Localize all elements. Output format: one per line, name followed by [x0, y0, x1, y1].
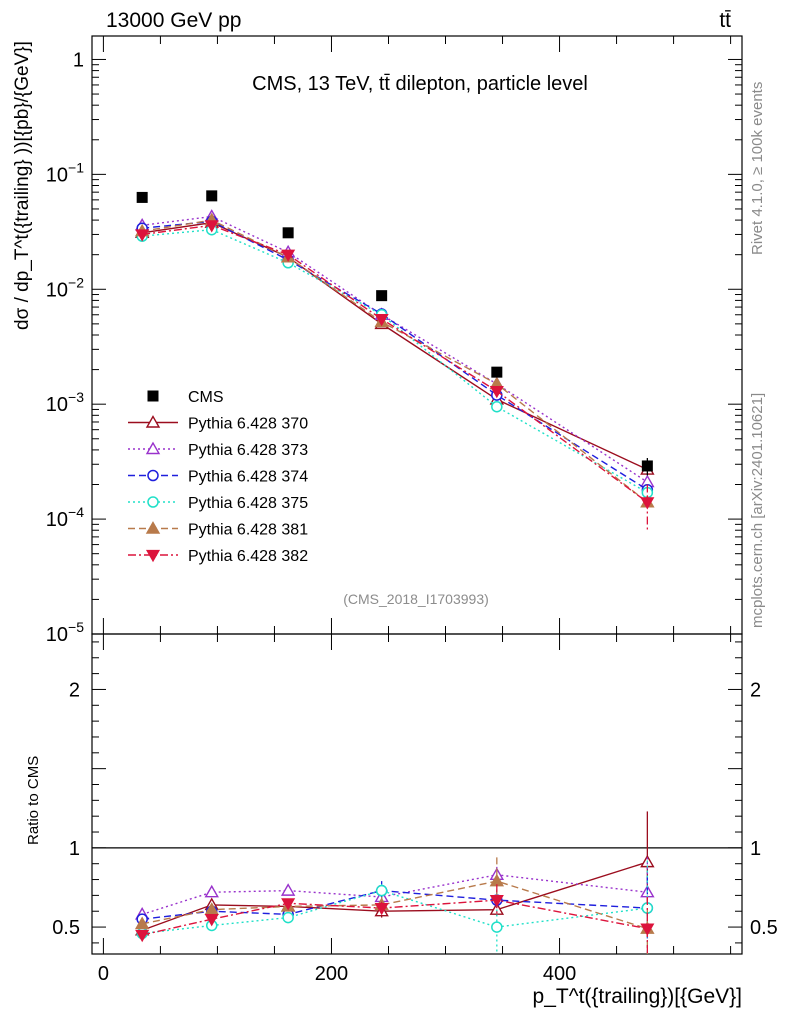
series-line — [142, 215, 648, 483]
legend-label: CMS — [188, 389, 224, 406]
data-point — [491, 366, 503, 378]
ratio-y-tick-label-right: 2 — [750, 679, 761, 701]
x-axis-label: p_T^t({trailing})[{GeV}] — [533, 985, 742, 1008]
series-cms — [136, 190, 653, 476]
header-right: tt̄ — [719, 9, 731, 32]
data-point — [376, 290, 388, 302]
data-point — [136, 191, 148, 203]
ratio-line — [142, 880, 648, 930]
x-tick-label: 0 — [98, 963, 109, 985]
data-point — [204, 220, 219, 233]
data-point — [489, 385, 504, 399]
y-tick-label: 10−4 — [46, 504, 84, 531]
legend-marker — [145, 415, 161, 428]
series-pythia-6-428-381 — [134, 212, 655, 508]
ratio-point — [282, 911, 294, 924]
ratio-line — [142, 899, 648, 936]
legend-label: Pythia 6.428 381 — [188, 522, 308, 539]
ratio-pythia-6-428-375 — [136, 860, 654, 954]
legend-label: Pythia 6.428 382 — [188, 548, 308, 565]
ratio-y-tick-label-right: 1 — [750, 838, 761, 860]
main-x-ticks — [102, 36, 732, 634]
legend-item: Pythia 6.428 370 — [128, 415, 308, 433]
ratio-y-axis: 0.5 0.5 1 1 2 2 — [52, 641, 778, 944]
mcplots-label: mcplots.cern.ch [arXiv:2401.10621] — [749, 393, 766, 628]
ratio-y-tick-label-right: 0.5 — [750, 917, 778, 939]
legend-marker — [145, 441, 161, 455]
ratio-line — [141, 874, 648, 916]
ratio-point — [375, 884, 388, 897]
legend-label: Pythia 6.428 373 — [188, 442, 308, 459]
chart-watermark: (CMS_2018_I1703993) — [343, 591, 489, 607]
header-left: 13000 GeV pp — [106, 9, 241, 32]
legend-label: Pythia 6.428 370 — [188, 416, 308, 433]
ratio-y-tick-label-left: 2 — [69, 679, 80, 701]
rivet-label: Rivet 4.1.0, ≥ 100k events — [749, 82, 766, 255]
legend-marker — [145, 521, 161, 534]
ratio-line — [142, 889, 648, 935]
data-point — [206, 190, 218, 202]
ratio-y-tick-label-left: 0.5 — [52, 917, 80, 939]
main-panel: 1 10−1 10−2 10−3 10−4 10−5 CMS, 13 TeV, tt̄ d… — [46, 35, 743, 646]
legend-marker — [147, 390, 159, 402]
legend-marker — [147, 469, 159, 482]
ratio-point — [281, 898, 296, 911]
ratio-point — [280, 883, 296, 896]
data-point — [281, 249, 296, 262]
ratio-x-axis: 0 200 400 — [98, 634, 732, 985]
series-line — [142, 224, 648, 503]
legend-marker — [147, 496, 159, 508]
x-tick-label: 400 — [543, 963, 576, 985]
ratio-point — [374, 902, 389, 916]
legend-item: Pythia 6.428 373 — [128, 441, 308, 459]
legend-label: Pythia 6.428 375 — [188, 495, 308, 512]
data-point — [135, 229, 150, 242]
data-point — [641, 460, 653, 472]
ratio-point — [204, 914, 219, 927]
ratio-point — [204, 884, 219, 898]
ratio-frame — [91, 633, 743, 955]
x-tick-label: 200 — [315, 963, 348, 985]
legend-item: Pythia 6.428 374 — [128, 469, 308, 486]
legend: CMS Pythia 6.428 370 Pythia 6.428 373 Pythi… — [128, 389, 308, 565]
ratio-point — [134, 916, 150, 930]
y-tick-label: 10−1 — [46, 159, 84, 186]
chart-title: CMS, 13 TeV, tt̄ dilepton, particle leve… — [252, 73, 588, 95]
y-tick-label: 10−2 — [46, 274, 84, 301]
legend-marker — [145, 549, 161, 563]
ratio-panel: 0.5 0.5 1 1 2 2 0 200 400 — [52, 633, 778, 985]
data-point — [374, 314, 389, 327]
main-y-axis: 1 10−1 10−2 10−3 10−4 10−5 — [46, 49, 742, 646]
data-point — [491, 400, 503, 413]
y-tick-label: 10−3 — [46, 389, 84, 416]
ratio-point — [640, 923, 655, 936]
ratio-line — [141, 861, 648, 931]
y-tick-label: 10−5 — [46, 619, 84, 646]
legend-item: Pythia 6.428 382 — [128, 548, 308, 565]
ratio-point — [491, 921, 503, 933]
ratio-pythia-6-428-382 — [135, 884, 655, 954]
ratio-point — [489, 902, 505, 915]
data-point — [282, 227, 294, 239]
ratio-series — [134, 811, 655, 954]
ratio-y-label: Ratio to CMS — [25, 756, 42, 845]
ratio-point — [135, 929, 150, 943]
series-line — [142, 219, 648, 503]
main-series — [134, 190, 655, 531]
y-tick-label: 1 — [73, 49, 84, 71]
legend-label: Pythia 6.428 374 — [188, 469, 308, 486]
legend-item: Pythia 6.428 375 — [128, 495, 308, 512]
main-y-label-text: dσ / dp_T^t({trailing} ))[{pb}/{GeV}] — [12, 41, 33, 330]
legend-item: Pythia 6.428 381 — [128, 521, 308, 539]
main-y-label: dσ / dp_T^t({trailing} ))[{pb}/{GeV}] — [12, 41, 33, 330]
series-pythia-6-428-382 — [135, 220, 655, 531]
data-point — [640, 497, 655, 510]
legend-item: CMS — [147, 389, 224, 406]
main-frame — [91, 35, 743, 635]
ratio-y-tick-label-left: 1 — [69, 838, 80, 860]
ratio-point — [489, 895, 504, 908]
